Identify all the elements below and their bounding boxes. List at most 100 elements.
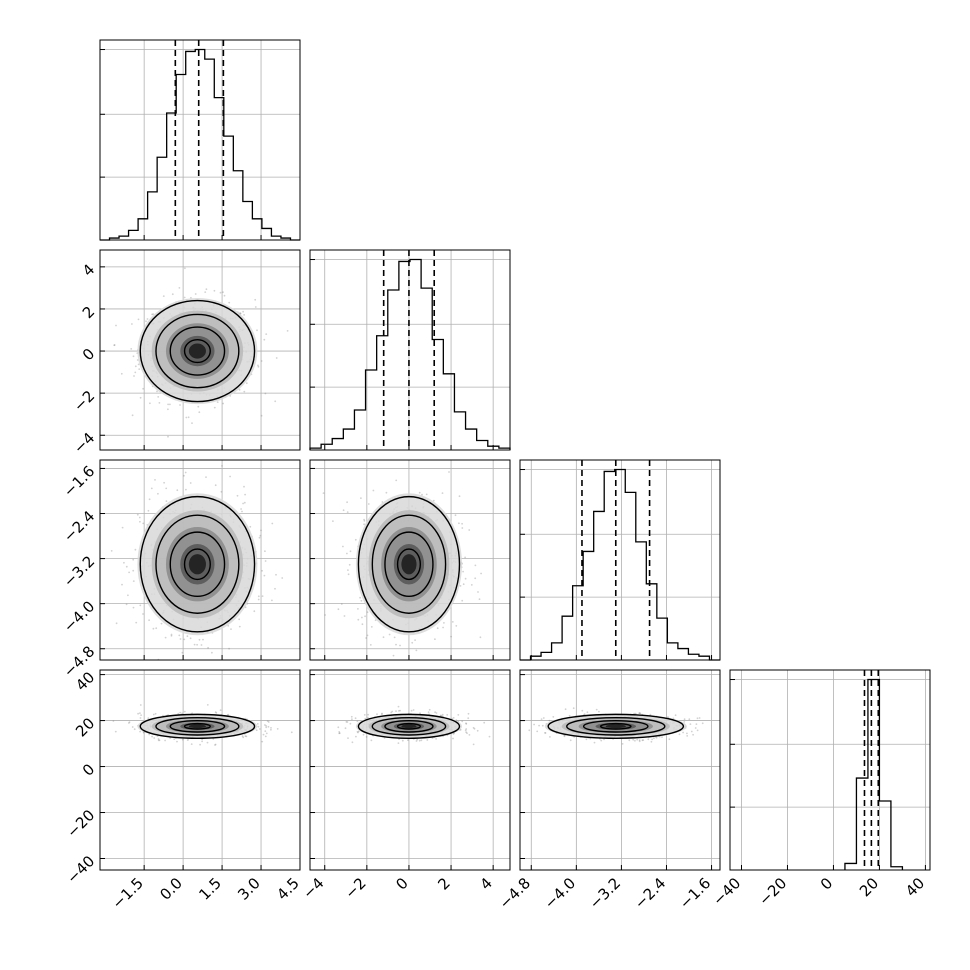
x-tick-label: 0	[817, 874, 836, 893]
scatter-point	[347, 569, 349, 571]
scatter-point	[692, 733, 694, 736]
scatter-point	[410, 709, 413, 712]
scatter-point	[183, 296, 186, 299]
scatter-point	[363, 520, 366, 522]
scatter-point	[138, 368, 141, 370]
scatter-point	[265, 333, 268, 335]
scatter-point	[564, 708, 567, 711]
scatter-point	[133, 375, 135, 377]
x-tick-label: −3.2	[586, 874, 624, 912]
panel-frame	[99, 249, 301, 451]
scatter-point	[223, 294, 226, 297]
scatter-point	[674, 714, 677, 717]
density-fill	[188, 554, 206, 575]
scatter-point	[376, 713, 378, 716]
scatter-point	[176, 489, 179, 492]
x-tick-label: −2.4	[631, 874, 669, 912]
scatter-point	[274, 400, 277, 403]
scatter-point	[355, 735, 357, 738]
scatter-point	[696, 717, 699, 720]
scatter-point	[598, 710, 600, 713]
y-tick-label: 2	[79, 303, 98, 322]
scatter-point	[332, 520, 334, 522]
histogram-2	[520, 468, 720, 661]
scatter-point	[370, 626, 373, 628]
scatter-point	[241, 510, 243, 513]
scatter-point	[260, 360, 263, 362]
scatter-point	[238, 625, 241, 628]
scatter-point	[425, 493, 428, 496]
scatter-point	[678, 733, 681, 736]
scatter-point	[541, 724, 544, 727]
scatter-point	[142, 613, 144, 615]
scatter-point	[452, 733, 455, 735]
scatter-point	[134, 371, 137, 374]
scatter-point	[148, 498, 151, 501]
scatter-point	[351, 718, 353, 721]
scatter-point	[171, 293, 174, 296]
scatter-point	[401, 739, 404, 742]
scatter-point	[446, 714, 449, 716]
scatter-point	[147, 717, 150, 719]
scatter-point	[474, 577, 477, 580]
scatter-point	[132, 355, 135, 358]
scatter-point	[364, 615, 366, 618]
scatter-point	[286, 330, 289, 332]
scatter-point	[245, 382, 248, 385]
scatter-point	[698, 717, 701, 719]
scatter-point	[167, 408, 169, 411]
scatter-point	[256, 329, 258, 332]
scatter-point	[683, 718, 686, 721]
scatter-point	[461, 527, 464, 529]
scatter-point	[361, 623, 364, 626]
scatter-point	[479, 636, 482, 639]
scatter-point	[139, 730, 142, 733]
scatter-point	[407, 739, 409, 742]
panel-frame	[519, 459, 721, 661]
scatter-point	[216, 401, 219, 403]
scatter-point	[418, 739, 421, 742]
scatter-point	[196, 643, 199, 646]
scatter-point	[164, 739, 167, 742]
scatter-point	[260, 414, 263, 417]
scatter-point	[448, 471, 450, 473]
density-contour	[139, 713, 256, 739]
density-contour	[169, 531, 226, 598]
scatter-point	[238, 389, 241, 391]
density-fill	[401, 724, 417, 729]
scatter-point	[372, 489, 375, 492]
scatter-point	[243, 485, 245, 488]
scatter-point	[139, 712, 141, 714]
scatter-point	[651, 738, 653, 741]
scatter-point	[390, 711, 393, 714]
x-tick-label: 20	[856, 874, 882, 900]
scatter-point	[139, 604, 142, 607]
hist-panel-0	[99, 39, 301, 241]
scatter-point	[167, 403, 170, 406]
scatter-point	[395, 643, 397, 646]
scatter-point	[595, 708, 598, 711]
scatter-point	[628, 739, 631, 742]
scatter-point	[462, 570, 464, 573]
scatter-point	[421, 493, 423, 496]
scatter-point	[228, 301, 231, 304]
scatter-point	[152, 627, 155, 630]
panel-frame	[99, 459, 301, 661]
scatter-point	[114, 730, 117, 733]
scatter-point	[688, 718, 691, 721]
scatter-point	[359, 596, 361, 599]
scatter-point	[236, 494, 239, 497]
scatter-point	[198, 638, 201, 641]
scatter-point	[207, 646, 210, 649]
scatter-point	[148, 733, 151, 736]
scatter-point	[131, 726, 134, 728]
scatter-point	[600, 739, 603, 742]
scatter-point	[439, 714, 442, 717]
scatter-point	[128, 571, 131, 574]
scatter-point	[457, 714, 460, 716]
x-tick-label: 2	[434, 874, 453, 893]
scatter-point	[360, 599, 363, 602]
scatter-point	[399, 709, 401, 712]
scatter-point	[647, 738, 650, 741]
x-tick-label: −1.6	[676, 874, 714, 912]
